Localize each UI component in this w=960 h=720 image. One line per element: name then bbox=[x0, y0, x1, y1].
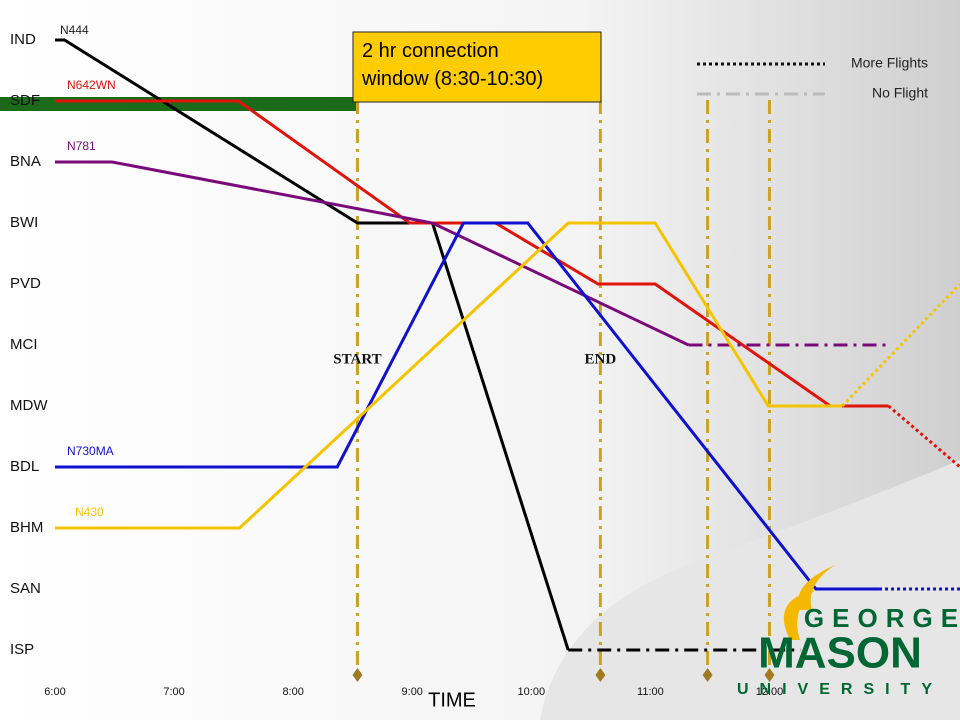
annotation: 2 hr connection window (8:30-10:30) bbox=[361, 40, 543, 90]
x-tick-label: 10:00 bbox=[518, 686, 546, 698]
series-label: N730MA bbox=[67, 444, 114, 458]
series-label: N444 bbox=[60, 23, 89, 37]
marker-diamond bbox=[702, 668, 713, 682]
legend-label: More Flights bbox=[851, 55, 928, 71]
y-tick-label: BDL bbox=[10, 458, 39, 475]
flight-path bbox=[55, 160, 690, 347]
x-tick-label: 7:00 bbox=[163, 686, 184, 698]
y-tick-label: SDF bbox=[10, 92, 40, 109]
marker-diamond bbox=[764, 668, 775, 682]
logo-text: GEORGE bbox=[804, 603, 960, 633]
logo-flame bbox=[783, 590, 815, 640]
x-tick-label: 8:00 bbox=[282, 686, 303, 698]
y-tick-label: BHM bbox=[10, 519, 43, 536]
legend-label: No Flight bbox=[872, 85, 928, 101]
y-tick-label: MCI bbox=[10, 336, 38, 353]
logo-flame bbox=[798, 565, 835, 610]
series-label: N642WN bbox=[67, 78, 116, 92]
flight-extension bbox=[841, 282, 960, 408]
y-tick-label: PVD bbox=[10, 275, 41, 292]
flight-path bbox=[55, 99, 889, 408]
flight-path bbox=[55, 38, 570, 651]
marker-diamond bbox=[595, 668, 606, 682]
y-tick-label: BNA bbox=[10, 153, 41, 170]
series-label: N781 bbox=[67, 139, 96, 153]
green-band bbox=[0, 97, 356, 111]
series-label: N430 bbox=[75, 505, 104, 519]
y-tick-label: SAN bbox=[10, 580, 41, 597]
x-tick-label: 11:00 bbox=[637, 686, 664, 698]
x-axis-label: TIME bbox=[428, 689, 476, 711]
marker-label: START bbox=[333, 351, 381, 367]
y-tick-label: ISP bbox=[10, 641, 34, 658]
marker-diamond bbox=[352, 668, 363, 682]
x-tick-label: 6:00 bbox=[44, 686, 65, 698]
logo: GEORGE MASON UNIVERSITY bbox=[737, 565, 960, 698]
logo-text: UNIVERSITY bbox=[737, 681, 943, 698]
annotation-box bbox=[352, 31, 602, 103]
x-tick-label: 9:00 bbox=[402, 686, 423, 698]
y-tick-label: BWI bbox=[10, 214, 38, 231]
x-tick-label: 12:00 bbox=[756, 686, 784, 698]
flight-path bbox=[55, 221, 843, 530]
flight-extension bbox=[887, 404, 960, 469]
y-tick-label: MDW bbox=[10, 397, 48, 414]
logo-text: MASON bbox=[758, 629, 922, 678]
flight-path bbox=[55, 221, 880, 591]
marker-label: END bbox=[585, 351, 617, 367]
y-tick-label: IND bbox=[10, 31, 36, 48]
background-swoosh bbox=[540, 460, 960, 720]
